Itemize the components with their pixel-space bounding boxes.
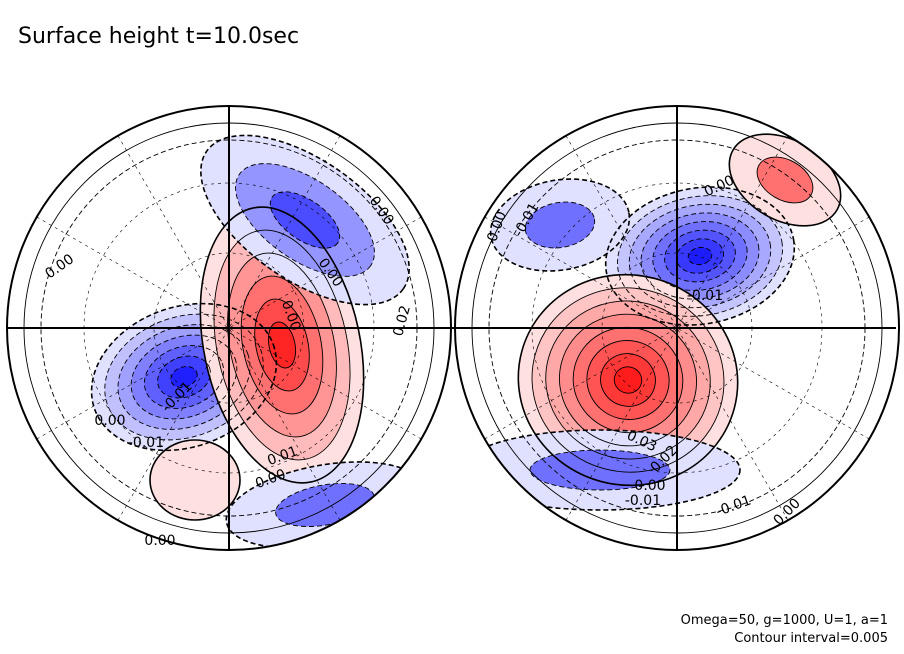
left-contour-2-1 [235, 163, 375, 277]
left-hemisphere-border [6, 105, 452, 551]
left-contour-1-2 [227, 252, 337, 438]
contour-label-1-9: 0.00 [770, 495, 803, 528]
contour-interval-text: Contour interval=0.005 [734, 631, 888, 646]
right-contour-1-3 [559, 313, 697, 447]
left-fill-4-0 [150, 440, 240, 520]
right-contour-2-1 [756, 156, 814, 204]
right-fill-4-1 [525, 202, 595, 248]
left-latitude-0 [153, 252, 305, 404]
left-fill-0-6 [170, 366, 198, 388]
left-contour-0-0 [90, 302, 278, 452]
contour-label-1-3: -0.01 [687, 288, 723, 304]
left-fill-2-2 [270, 191, 340, 249]
right-contour-3-1 [529, 449, 671, 491]
left-contour-0-3 [130, 334, 238, 420]
left-fill-1-5 [268, 322, 296, 368]
left-contour-4-0 [149, 439, 241, 521]
right-latitude-1 [531, 182, 823, 474]
right-contour-0-2 [628, 203, 772, 309]
right-contour-0-1 [617, 195, 783, 317]
contour-label-1-7: -0.01 [625, 493, 661, 509]
left-latitude-1 [83, 182, 375, 474]
right-hemisphere-fills [460, 134, 841, 510]
left-contour-0-4 [143, 345, 225, 409]
right-contour-1-5 [586, 340, 670, 420]
right-hemisphere-border [454, 105, 900, 551]
left-contour-1-1 [213, 229, 351, 461]
left-contour-1-4 [254, 298, 310, 392]
left-contour-2-0 [200, 134, 410, 306]
contour-label-0-10: 0.00 [144, 533, 175, 549]
contour-label-0-0: 0.00 [42, 251, 77, 282]
right-contour-1-1 [531, 287, 725, 473]
right-contour-0-3 [640, 212, 760, 300]
chart-title: Surface height t=10.0sec [18, 24, 300, 49]
right-fill-3-1 [530, 450, 670, 490]
info-footer: Omega=50, g=1000, U=1, a=1 Contour inter… [681, 612, 888, 648]
left-contour-0-5 [157, 355, 211, 399]
left-contour-1-5 [267, 321, 297, 369]
left-contour-2-2 [269, 191, 341, 249]
right-fill-2-1 [757, 157, 813, 203]
left-contour-0-1 [104, 313, 264, 441]
contour-label-1-8: -0.01 [714, 493, 754, 520]
right-fill-1-7 [614, 366, 642, 394]
right-fill-0-7 [688, 247, 712, 265]
right-contour-4-1 [524, 201, 596, 249]
params-text: Omega=50, g=1000, U=1, a=1 [680, 613, 888, 628]
right-contour-1-4 [572, 326, 684, 434]
right-contour-0-4 [652, 221, 748, 291]
right-contour-1-0 [517, 273, 739, 487]
left-contour-0-2 [117, 324, 251, 430]
contour-label-0-6: -0.01 [128, 435, 164, 451]
contour-label-0-2: 0.00 [94, 413, 125, 429]
right-latitude-0 [601, 252, 753, 404]
contour-label-1-6: 0.00 [634, 478, 665, 494]
contour-label-0-5: 0.02 [390, 304, 414, 338]
right-contour-0-5 [664, 229, 736, 283]
right-contour-4-0 [489, 178, 631, 272]
left-contour-1-3 [240, 275, 324, 415]
right-contour-1-7 [613, 366, 643, 394]
right-contour-0-0 [604, 186, 796, 326]
right-contour-1-2 [545, 300, 711, 460]
right-contour-0-7 [687, 246, 713, 266]
right-contour-1-6 [600, 353, 656, 407]
left-contour-0-6 [170, 366, 198, 388]
left-hemisphere-fills [91, 135, 424, 549]
